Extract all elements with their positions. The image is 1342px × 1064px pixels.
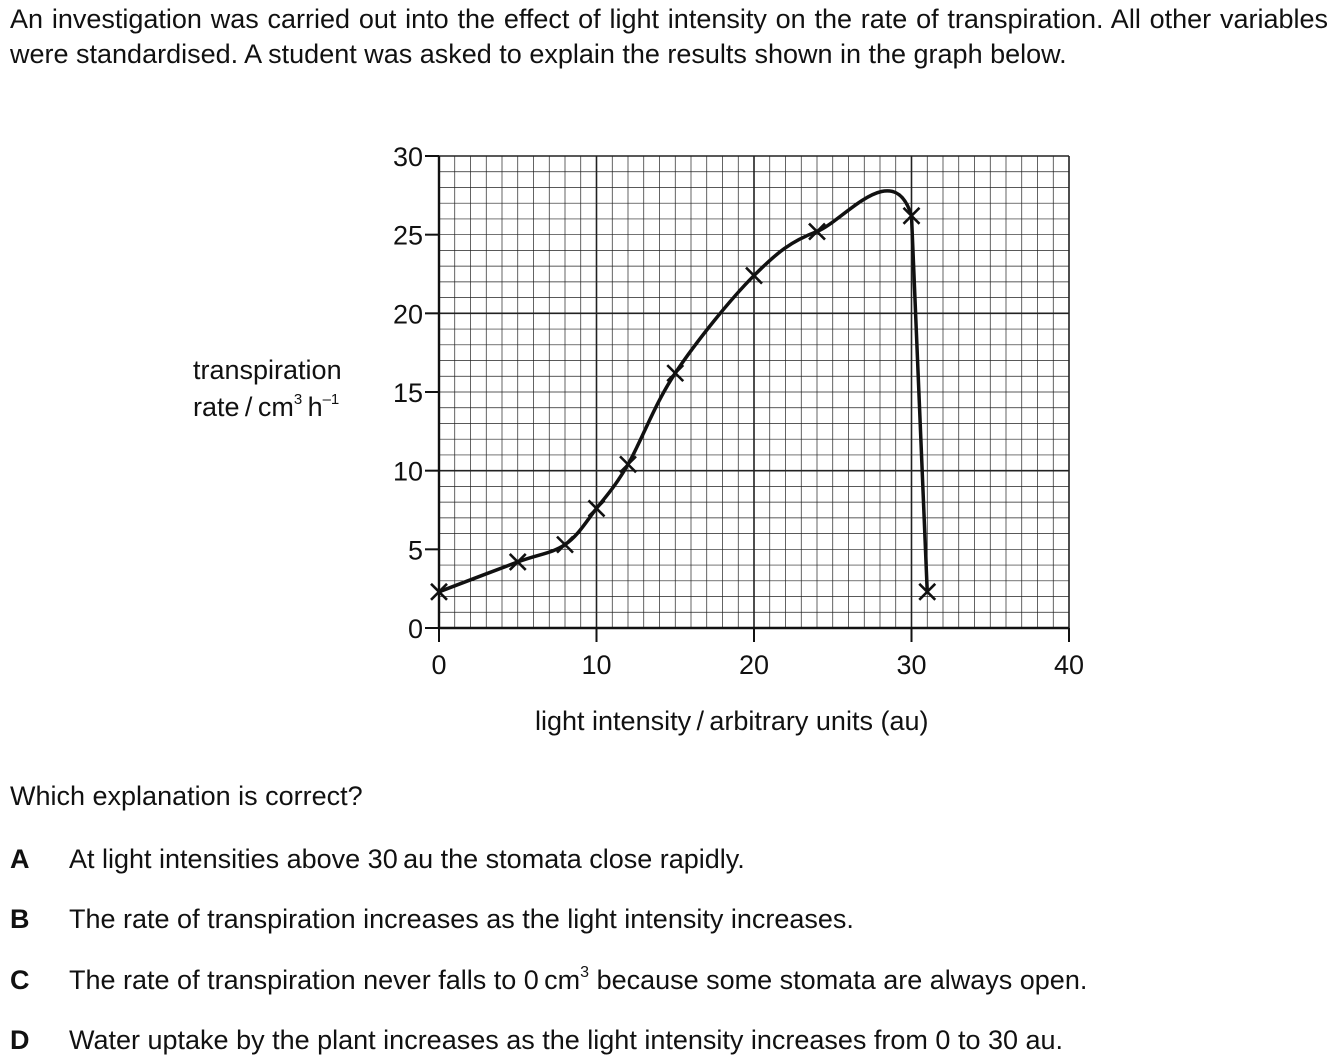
question-prompt: Which explanation is correct? xyxy=(10,781,363,811)
x-tick-label: 40 xyxy=(1054,650,1084,680)
data-point-cross xyxy=(619,455,637,474)
option-c-sup: 3 xyxy=(580,964,590,981)
option-c[interactable]: C The rate of transpiration never falls … xyxy=(10,963,1330,1003)
y-axis-label-unit: h xyxy=(302,392,323,422)
y-axis-label-sup2: –1 xyxy=(322,391,340,408)
x-tick-label: 20 xyxy=(739,650,769,680)
option-b-text: The rate of transpiration increases as t… xyxy=(69,904,854,934)
y-tick-label: 10 xyxy=(393,457,423,487)
option-a-letter: A xyxy=(10,844,30,874)
transpiration-chart: 0 5 10 15 20 25 30 0 10 20 30 40 xyxy=(393,142,1084,680)
series-line xyxy=(437,189,929,594)
data-point-cross xyxy=(556,535,574,554)
data-point-cross xyxy=(430,582,448,601)
option-c-text-before: The rate of transpiration never falls to… xyxy=(69,965,581,995)
y-axis-label-sup1: 3 xyxy=(293,391,303,408)
x-tick-label: 30 xyxy=(896,650,926,680)
option-b[interactable]: B The rate of transpiration increases as… xyxy=(10,902,1330,942)
option-c-text-after: because some stomata are always open. xyxy=(589,965,1088,995)
data-point-cross xyxy=(587,499,606,518)
x-axis-label: light intensity / arbitrary units (au) xyxy=(535,706,929,736)
chart-series xyxy=(430,189,937,601)
option-d-text: Water uptake by the plant increases as t… xyxy=(69,1025,1064,1055)
data-point-cross xyxy=(902,206,921,225)
y-tick-label: 0 xyxy=(408,614,423,644)
y-tick-label: 5 xyxy=(408,535,423,565)
x-tick-label: 0 xyxy=(431,650,446,680)
option-b-letter: B xyxy=(10,904,30,934)
option-a[interactable]: A At light intensities above 30 au the s… xyxy=(10,842,1330,882)
data-point-cross xyxy=(666,364,685,383)
y-tick-label: 20 xyxy=(393,299,423,329)
chart-ticks: 0 5 10 15 20 25 30 0 10 20 30 40 xyxy=(393,142,1084,680)
option-c-letter: C xyxy=(10,965,30,995)
y-tick-label: 25 xyxy=(393,221,423,251)
data-point-cross xyxy=(745,266,763,285)
y-axis-label-line1: transpiration xyxy=(193,355,342,385)
chart-grid xyxy=(438,155,1070,629)
x-tick-label: 10 xyxy=(581,650,611,680)
data-point-cross xyxy=(508,553,527,571)
option-a-text: At light intensities above 30 au the sto… xyxy=(69,844,745,874)
data-point-cross xyxy=(808,222,826,241)
y-axis-label-line2: rate / cm xyxy=(193,392,294,422)
y-tick-label: 30 xyxy=(393,142,423,172)
data-point-cross xyxy=(918,582,937,601)
option-c-text: The rate of transpiration never falls to… xyxy=(69,963,1087,998)
question-intro: An investigation was carried out into th… xyxy=(10,4,1328,69)
option-d[interactable]: D Water uptake by the plant increases as… xyxy=(10,1023,1330,1063)
option-d-letter: D xyxy=(10,1025,30,1055)
y-axis-label: transpiration rate / cm3 h–1 xyxy=(193,352,368,426)
y-tick-label: 15 xyxy=(393,378,423,408)
